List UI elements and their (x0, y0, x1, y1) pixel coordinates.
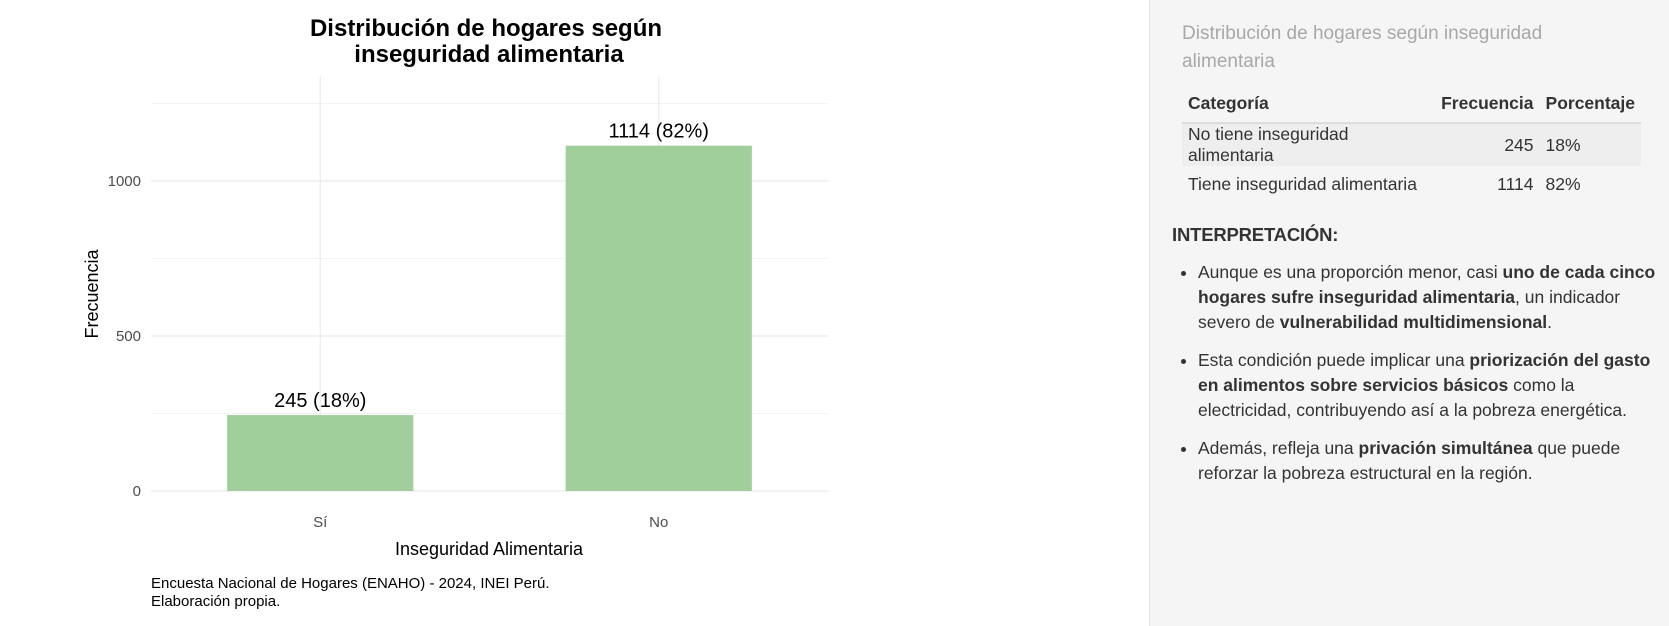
bar-si (227, 415, 414, 491)
interpretation-list: Aunque es una proporción menor, casi uno… (1172, 260, 1668, 499)
bullet-text: . (1547, 312, 1552, 332)
bullet-text: , un indicador severo de (1198, 287, 1621, 332)
frequency-table: Categoría Frecuencia Porcentaje No tiene… (1182, 84, 1641, 203)
source-caption-line-2: Elaboración propia. (151, 593, 280, 610)
bullet-emphasis: uno de cada cinco hogares sufre inseguri… (1198, 262, 1656, 307)
header-frecuencia: Frecuencia (1435, 84, 1540, 124)
chart-title-line-1: Distribución de hogares según (310, 15, 662, 42)
x-tick-label: Sí (313, 514, 328, 531)
bullet-text: Además, refleja una (1198, 438, 1359, 458)
bullet-emphasis: privación simultánea (1358, 438, 1533, 458)
bullet-emphasis: priorización del gasto en alimentos sobr… (1198, 350, 1651, 395)
cell-porcentaje: 82% (1545, 174, 1581, 194)
interpretation-bullet: Esta condición puede implicar una priori… (1198, 348, 1668, 423)
header-porcentaje: Porcentaje (1539, 84, 1641, 124)
y-tick-label: 0 (133, 483, 141, 500)
table-caption: Distribución de hogares según insegurida… (1182, 23, 1543, 72)
cell-frecuencia: 245 (1435, 123, 1540, 166)
y-axis-title: Frecuencia (82, 248, 102, 338)
x-tick-label: No (649, 514, 668, 531)
table-row: No tiene inseguridad alimentaria 245 18% (1182, 123, 1641, 166)
bullet-emphasis: vulnerabilidad multidimensional (1279, 312, 1548, 332)
source-caption-line-1: Encuesta Nacional de Hogares (ENAHO) - 2… (151, 575, 550, 592)
labels-layer: 0 500 1000 245 (18%) Sí 1114 (82%) No (108, 121, 709, 531)
interpretation-bullet: Aunque es una proporción menor, casi uno… (1198, 260, 1668, 335)
x-axis-title: Inseguridad Alimentaria (395, 539, 584, 559)
bar-data-label: 245 (18%) (274, 390, 366, 412)
interpretation-bullet: Además, refleja una privación simultánea… (1198, 436, 1668, 486)
cell-porcentaje: 18% (1539, 123, 1641, 166)
cell-categoria: No tiene inseguridad alimentaria (1182, 123, 1436, 166)
bullet-text: que puede reforzar la pobreza estructura… (1198, 438, 1621, 483)
interpretation-heading: INTERPRETACIÓN: (1172, 224, 1339, 245)
cell-frecuencia: 1114 (1497, 174, 1534, 194)
bar-no (565, 145, 752, 491)
bullet-text: como la electricidad, contribuyendo así … (1198, 375, 1628, 420)
header-categoria: Categoría (1182, 84, 1436, 124)
table-header-row: Categoría Frecuencia Porcentaje (1182, 84, 1641, 124)
y-tick-label: 1000 (108, 173, 141, 190)
chart-title-line-2: inseguridad alimentaria (354, 41, 624, 68)
bars-layer (227, 145, 752, 491)
bar-data-label: 1114 (82%) (609, 121, 709, 143)
bullet-text: Esta condición puede implicar una (1198, 350, 1470, 370)
bar-chart: 0 500 1000 245 (18%) Sí 1114 (82%) No Distribu… (82, 15, 828, 610)
table-row: Tiene inseguridad alimentaria 1114 82% (1182, 166, 1641, 203)
y-tick-label: 500 (116, 328, 141, 345)
chart-panel: 0 500 1000 245 (18%) Sí 1114 (82%) No Distribu… (82, 15, 828, 610)
side-panel: Distribución de hogares según insegurida… (1149, 0, 1669, 626)
bullet-text: Aunque es una proporción menor, casi (1198, 262, 1503, 282)
cell-categoria: Tiene inseguridad alimentaria (1188, 174, 1417, 194)
